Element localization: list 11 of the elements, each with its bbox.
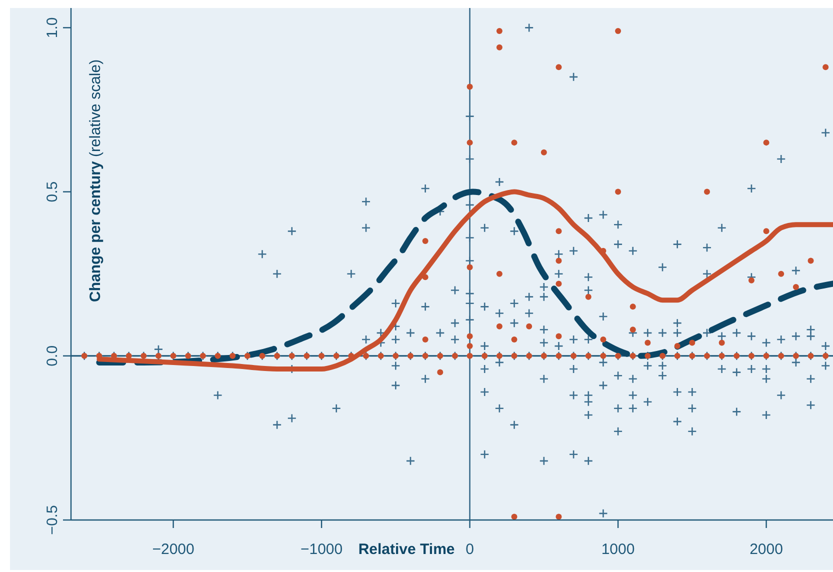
y-tick-label: 1.0 bbox=[44, 17, 61, 38]
x-tick-label: −2000 bbox=[152, 541, 194, 558]
y-tick-label: −0.5 bbox=[44, 505, 61, 535]
x-axis-title: Relative Time bbox=[358, 541, 455, 558]
x-tick-label: 2000 bbox=[750, 541, 783, 558]
x-tick-label: 1000 bbox=[601, 541, 635, 558]
y-tick-label: 0.5 bbox=[44, 181, 61, 202]
x-tick-label: −1000 bbox=[300, 541, 343, 558]
y-axis-title: Change per century (relative scale) bbox=[87, 59, 104, 302]
x-tick-label: 0 bbox=[466, 541, 474, 558]
y-tick-label: 0.0 bbox=[44, 345, 61, 366]
